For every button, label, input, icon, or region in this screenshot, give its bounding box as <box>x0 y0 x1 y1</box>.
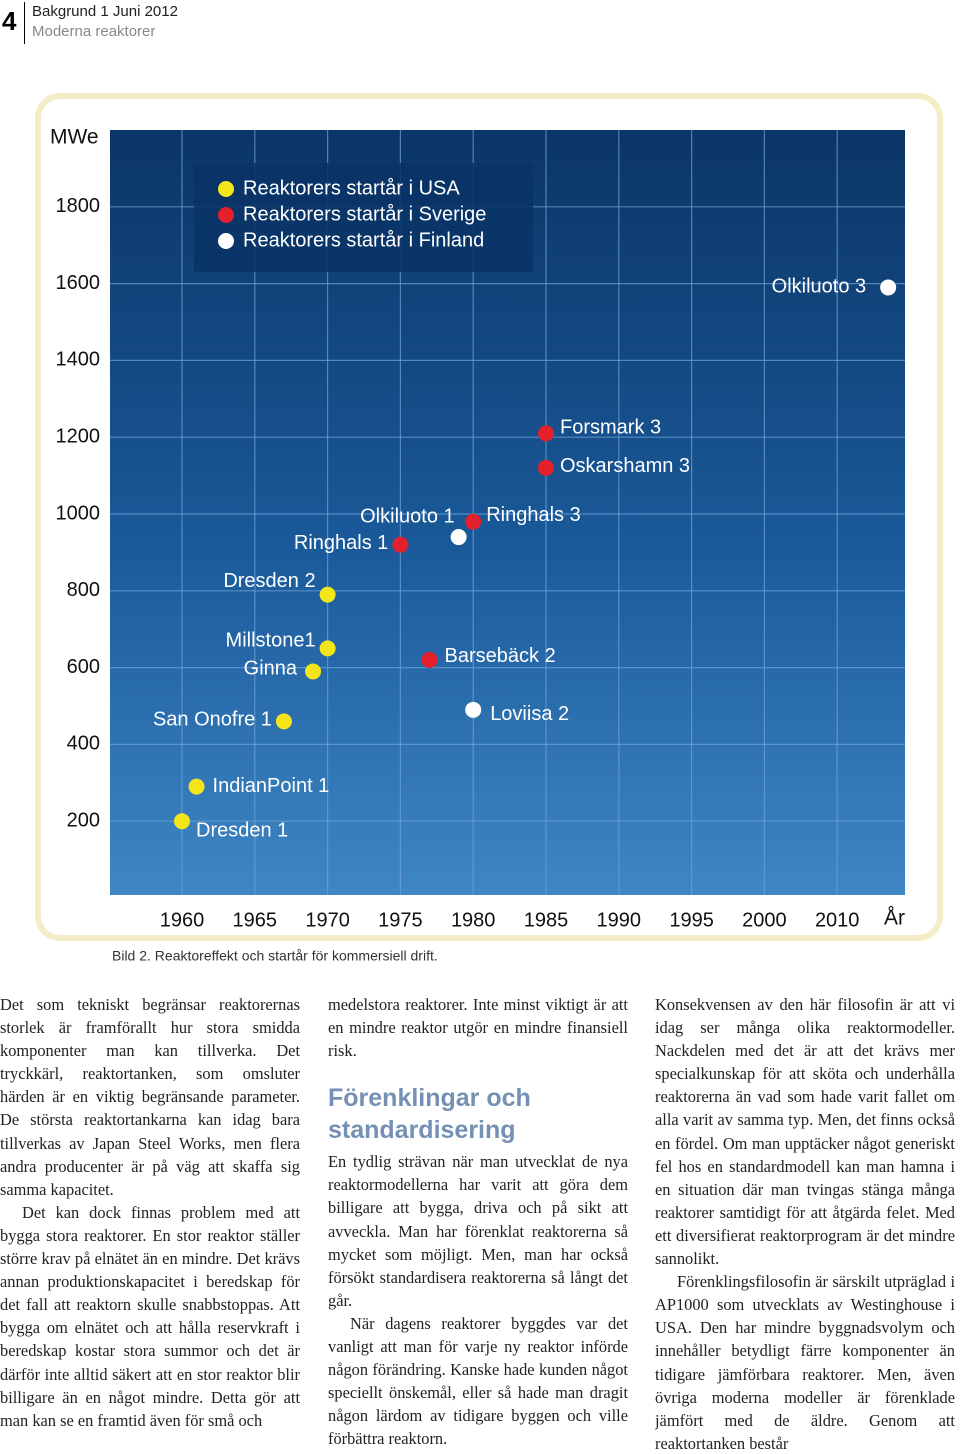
text-column: Konsekvensen av den här filosofin är att… <box>655 993 955 1454</box>
x-tick-label: 1990 <box>597 909 642 931</box>
x-tick-label: 2000 <box>742 909 787 931</box>
paragraph: Det som tekniskt begränsar reaktorernas … <box>0 995 300 1199</box>
x-tick-label: 1960 <box>160 909 205 931</box>
text-column: Det som tekniskt begränsar reaktorernas … <box>0 993 300 1454</box>
y-tick-label: 1000 <box>56 502 101 524</box>
x-tick-label: 1980 <box>451 909 496 931</box>
paragraph: En tydlig strävan när man utvecklat de n… <box>328 1152 628 1310</box>
point-label: Millstone1 <box>226 630 316 652</box>
point-label: Ginna <box>244 658 298 680</box>
data-point <box>174 813 190 830</box>
legend-box <box>194 163 533 272</box>
point-label: IndianPoint 1 <box>213 775 330 797</box>
header-line: Bakgrund 1 Juni 2012 <box>32 3 178 20</box>
legend-label: Reaktorers startår i Finland <box>243 229 484 251</box>
legend-label: Reaktorers startår i USA <box>243 177 460 199</box>
x-tick-label: 1975 <box>378 909 423 931</box>
legend-marker <box>218 207 234 223</box>
point-label: Loviisa 2 <box>490 703 569 725</box>
data-point <box>392 536 409 553</box>
point-label: Ringhals 1 <box>294 532 389 554</box>
data-point <box>319 586 336 603</box>
y-tick-label: 1400 <box>56 349 101 371</box>
legend-marker <box>218 233 234 249</box>
x-tick-label: 2010 <box>815 909 860 931</box>
paragraph: När dagens reaktorer byggdes var det van… <box>328 1313 628 1449</box>
y-axis-label: MWe <box>50 126 99 149</box>
data-point <box>880 279 897 296</box>
point-label: Forsmark 3 <box>560 417 661 439</box>
point-label: San Onofre 1 <box>153 709 272 731</box>
legend-label: Reaktorers startår i Sverige <box>243 203 486 225</box>
y-tick-label: 1600 <box>56 272 101 294</box>
data-point <box>319 640 336 657</box>
y-tick-label: 400 <box>67 733 100 755</box>
x-tick-label: 1985 <box>524 909 569 931</box>
point-label: Dresden 2 <box>223 570 315 592</box>
point-label: Olkiluoto 1 <box>360 505 455 527</box>
y-tick-label: 1200 <box>56 425 101 447</box>
header-line: Moderna reaktorer <box>32 23 156 40</box>
point-label: Ringhals 3 <box>486 504 581 526</box>
paragraph: Konsekvensen av den här filosofin är att… <box>655 995 955 1269</box>
chart: MWe År Bild 2. Reaktoreffekt och startår… <box>35 93 943 964</box>
paragraph: medelstora reaktorer. Inte minst viktigt… <box>328 995 628 1061</box>
text-column: medelstora reaktorer. Inte minst viktigt… <box>328 993 628 1454</box>
header-rule <box>24 2 25 44</box>
y-tick-label: 1800 <box>56 195 101 217</box>
x-tick-label: 1995 <box>669 909 714 931</box>
data-point <box>275 713 292 730</box>
point-label: Barsebäck 2 <box>445 645 556 667</box>
paragraph: Förenklingsfilosofin är särskilt utprägl… <box>655 1272 955 1453</box>
data-point <box>450 529 467 546</box>
data-point <box>465 513 482 530</box>
y-tick-label: 600 <box>67 656 100 678</box>
data-point <box>538 425 554 442</box>
paragraph: Det kan dock finnas problem med att bygg… <box>0 1202 300 1430</box>
y-tick-label: 800 <box>67 579 100 601</box>
point-label: Olkiluoto 3 <box>772 276 867 298</box>
legend-marker <box>218 181 234 197</box>
page-number: 4 <box>2 6 17 36</box>
data-point <box>305 663 322 680</box>
x-tick-label: 1965 <box>233 909 278 931</box>
caption: Bild 2. Reaktoreffekt och startår för ko… <box>112 948 438 964</box>
x-tick-label: 1970 <box>305 909 350 931</box>
data-point <box>188 778 205 795</box>
y-tick-label: 200 <box>67 809 100 831</box>
point-label: Oskarshamn 3 <box>560 455 690 477</box>
data-point <box>465 701 482 718</box>
data-point <box>538 459 554 476</box>
x-axis-label: År <box>884 907 905 930</box>
heading: Förenklingar och standardisering <box>328 1084 531 1145</box>
point-label: Dresden 1 <box>196 819 288 841</box>
data-point <box>421 651 438 668</box>
